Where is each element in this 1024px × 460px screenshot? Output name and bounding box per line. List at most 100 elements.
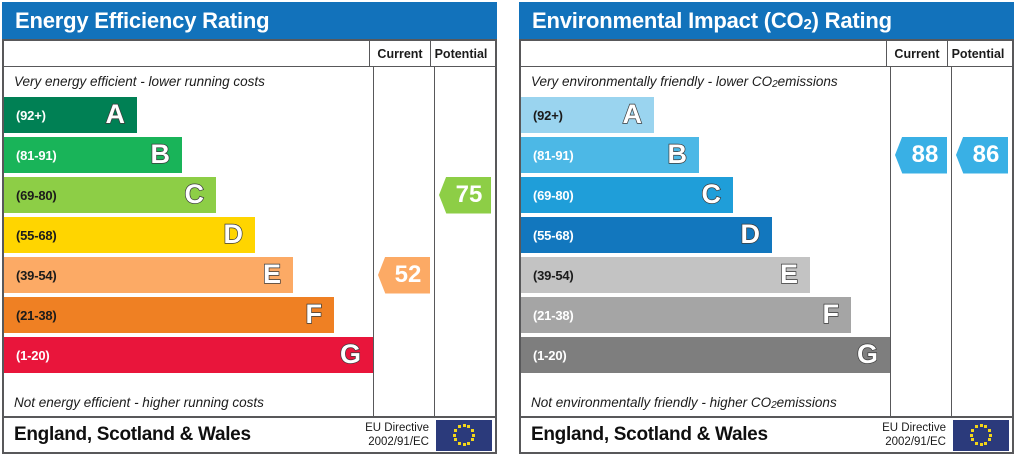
band-row: (21-38) F xyxy=(4,295,373,335)
eu-flag-star xyxy=(989,433,992,437)
eu-flag-star xyxy=(454,438,458,442)
band-row: (69-80) C xyxy=(4,175,373,215)
band-b: (81-91) B xyxy=(4,137,182,173)
column-header-row: Current Potential xyxy=(4,41,495,67)
band-letter-f: F xyxy=(822,298,840,329)
band-row: (39-54) E xyxy=(4,255,373,295)
bands-column: Very energy efficient - lower running co… xyxy=(4,67,373,416)
eu-flag-star xyxy=(979,443,983,446)
eu-flag-star xyxy=(984,425,988,429)
current-rating: 88 xyxy=(890,67,951,416)
caption-top: Very environmentally friendly - lower CO… xyxy=(531,73,838,90)
co2-subscript: 2 xyxy=(772,78,778,90)
eu-flag-star xyxy=(454,428,458,432)
band-row: (69-80) C xyxy=(521,175,890,215)
band-range-label: (69-80) xyxy=(16,187,57,203)
eu-flag-star xyxy=(470,438,474,442)
eu-flag-star xyxy=(462,424,466,427)
band-letter-e: E xyxy=(262,258,281,289)
eu-flag-star xyxy=(971,428,975,432)
band-letter-b: B xyxy=(667,138,688,169)
band-letter-c: C xyxy=(184,178,205,209)
band-row: (21-38) F xyxy=(521,295,890,335)
band-a: (92+) A xyxy=(521,97,654,133)
eu-flag-star xyxy=(472,433,475,437)
band-letter-g: G xyxy=(339,338,361,369)
band-letter-e: E xyxy=(779,258,798,289)
potential-rating-badge: 86 xyxy=(956,136,1008,174)
band-letter-f: F xyxy=(305,298,323,329)
column-header-potential: Potential xyxy=(430,41,491,66)
chart-footer: England, Scotland & Wales EU Directive 200… xyxy=(519,416,1014,454)
band-row: (1-20) G xyxy=(521,335,890,375)
column-header-current: Current xyxy=(369,41,430,66)
co2-subscript: 2 xyxy=(771,399,777,411)
caption-top: Very energy efficient - lower running co… xyxy=(14,73,265,89)
caption-bottom: Not energy efficient - higher running co… xyxy=(14,394,264,410)
eu-flag-star xyxy=(971,438,975,442)
band-row: (92+) A xyxy=(4,95,373,135)
eu-flag-star xyxy=(974,441,978,445)
band-g: (1-20) G xyxy=(4,337,373,373)
band-range-label: (39-54) xyxy=(533,267,574,283)
band-range-label: (21-38) xyxy=(533,307,574,323)
band-d: (55-68) D xyxy=(4,217,255,253)
band-e: (39-54) E xyxy=(4,257,293,293)
eu-flag-star xyxy=(979,424,983,427)
footer-directive-label: EU Directive 2002/91/EC xyxy=(365,421,429,448)
chart-title-environmental-impact: Environmental Impact (CO 2) Rating xyxy=(519,2,1014,39)
band-range-label: (1-20) xyxy=(533,347,567,363)
band-range-label: (92+) xyxy=(533,107,563,123)
eu-flag-star xyxy=(457,441,461,445)
epc-chart-environmental-impact: Environmental Impact (CO 2) Rating Current… xyxy=(519,2,1014,454)
eu-flag xyxy=(953,419,1009,451)
eu-flag-star xyxy=(453,433,456,437)
chart-title-energy-efficiency: Energy Efficiency Rating xyxy=(2,2,497,39)
band-range-label: (55-68) xyxy=(533,227,574,243)
co2-subscript: 2 xyxy=(803,16,812,33)
band-range-label: (81-91) xyxy=(533,147,574,163)
band-f: (21-38) F xyxy=(521,297,851,333)
band-row: (81-91) B xyxy=(4,135,373,175)
potential-rating: 86 xyxy=(951,67,1012,416)
band-letter-c: C xyxy=(701,178,722,209)
chart-body-energy-efficiency: Current Potential Very energy efficient - … xyxy=(2,39,497,416)
band-c: (69-80) C xyxy=(521,177,733,213)
band-range-label: (55-68) xyxy=(16,227,57,243)
epc-chart-energy-efficiency: Energy Efficiency Rating Current Potential… xyxy=(2,2,497,454)
band-e: (39-54) E xyxy=(521,257,810,293)
band-row: (55-68) D xyxy=(521,215,890,255)
band-d: (55-68) D xyxy=(521,217,772,253)
eu-flag-star xyxy=(970,433,973,437)
band-range-label: (69-80) xyxy=(533,187,574,203)
eu-flag xyxy=(436,419,492,451)
chart-plot-area: Very environmentally friendly - lower CO… xyxy=(521,67,1012,416)
chart-body-environmental-impact: Current Potential Very environmentally fri… xyxy=(519,39,1014,416)
band-a: (92+) A xyxy=(4,97,137,133)
band-letter-d: D xyxy=(223,218,244,249)
band-letter-a: A xyxy=(622,98,643,129)
band-row: (92+) A xyxy=(521,95,890,135)
current-rating-badge: 88 xyxy=(895,136,947,174)
column-header-row: Current Potential xyxy=(521,41,1012,67)
footer-region-label: England, Scotland & Wales xyxy=(14,424,251,445)
bands-column: Very environmentally friendly - lower CO… xyxy=(521,67,890,416)
footer-directive-label: EU Directive 2002/91/EC xyxy=(882,421,946,448)
eu-flag-star xyxy=(470,428,474,432)
column-header-current: Current xyxy=(886,41,947,66)
caption-bottom: Not environmentally friendly - higher CO… xyxy=(531,394,837,411)
band-range-label: (21-38) xyxy=(16,307,57,323)
band-range-label: (92+) xyxy=(16,107,46,123)
eu-flag-star xyxy=(467,425,471,429)
band-letter-d: D xyxy=(740,218,761,249)
potential-rating: 75 xyxy=(434,67,495,416)
band-row: (1-20) G xyxy=(4,335,373,375)
eu-flag-star xyxy=(462,443,466,446)
band-row: (39-54) E xyxy=(521,255,890,295)
band-range-label: (81-91) xyxy=(16,147,57,163)
column-header-spacer xyxy=(4,41,369,66)
band-letter-a: A xyxy=(105,98,126,129)
column-header-potential: Potential xyxy=(947,41,1008,66)
band-list: (92+) A (81-91) B (69-80) C (55-68) D (39-54) E (2… xyxy=(4,95,373,388)
